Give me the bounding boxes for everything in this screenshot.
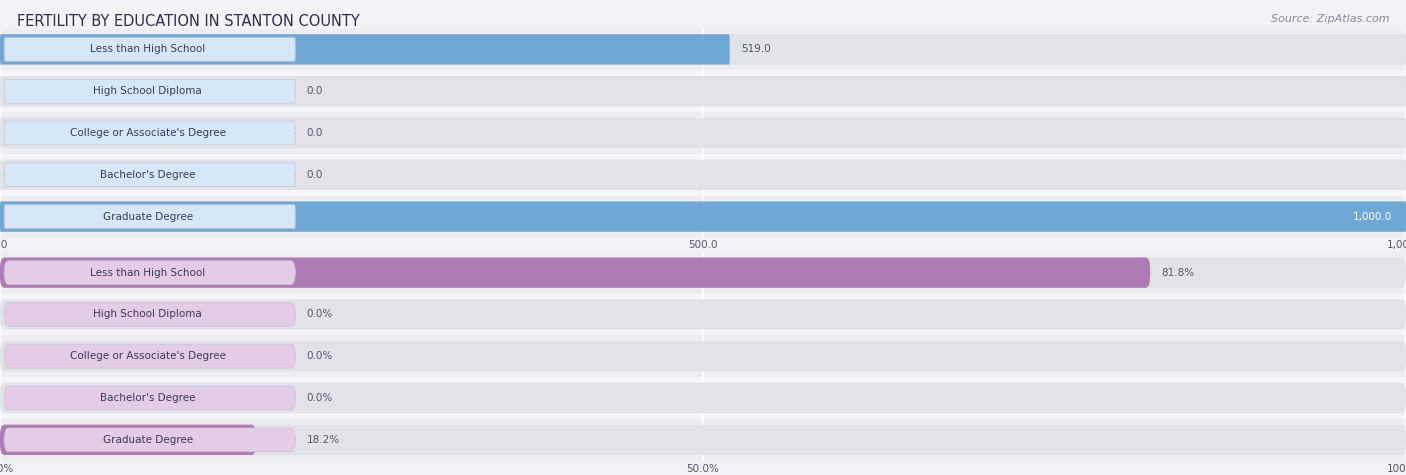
FancyBboxPatch shape	[4, 428, 295, 452]
FancyBboxPatch shape	[0, 34, 1406, 65]
FancyBboxPatch shape	[4, 38, 295, 61]
Text: 18.2%: 18.2%	[307, 435, 340, 445]
Text: 0.0%: 0.0%	[307, 351, 333, 361]
FancyBboxPatch shape	[4, 79, 295, 103]
FancyBboxPatch shape	[0, 118, 1406, 148]
Bar	[0, 28, 1406, 70]
Text: 1,000.0: 1,000.0	[1353, 211, 1392, 222]
FancyBboxPatch shape	[4, 163, 295, 187]
Text: 0.0: 0.0	[307, 170, 323, 180]
Bar	[0, 294, 1406, 335]
Bar	[0, 377, 1406, 419]
Bar	[0, 154, 1406, 196]
Text: FERTILITY BY EDUCATION IN STANTON COUNTY: FERTILITY BY EDUCATION IN STANTON COUNTY	[17, 14, 360, 29]
FancyBboxPatch shape	[4, 261, 295, 285]
Text: College or Associate's Degree: College or Associate's Degree	[70, 351, 225, 361]
FancyBboxPatch shape	[0, 201, 1406, 232]
Bar	[0, 112, 1406, 154]
Text: Source: ZipAtlas.com: Source: ZipAtlas.com	[1271, 14, 1389, 24]
FancyBboxPatch shape	[0, 76, 1406, 106]
Text: High School Diploma: High School Diploma	[93, 309, 202, 320]
Bar	[0, 70, 1406, 112]
Text: 0.0: 0.0	[307, 86, 323, 96]
Text: Bachelor's Degree: Bachelor's Degree	[100, 393, 195, 403]
FancyBboxPatch shape	[0, 201, 1406, 232]
Text: 81.8%: 81.8%	[1161, 267, 1195, 278]
Text: 0.0%: 0.0%	[307, 393, 333, 403]
FancyBboxPatch shape	[4, 121, 295, 145]
Text: High School Diploma: High School Diploma	[93, 86, 202, 96]
Text: Graduate Degree: Graduate Degree	[103, 435, 193, 445]
FancyBboxPatch shape	[4, 303, 295, 326]
Text: 0.0: 0.0	[307, 128, 323, 138]
FancyBboxPatch shape	[0, 383, 1406, 413]
Bar	[0, 252, 1406, 294]
Text: College or Associate's Degree: College or Associate's Degree	[70, 128, 225, 138]
FancyBboxPatch shape	[0, 257, 1150, 288]
Bar	[0, 335, 1406, 377]
FancyBboxPatch shape	[0, 341, 1406, 371]
FancyBboxPatch shape	[4, 386, 295, 410]
FancyBboxPatch shape	[0, 34, 730, 65]
Text: Less than High School: Less than High School	[90, 267, 205, 278]
Text: Less than High School: Less than High School	[90, 44, 205, 55]
Bar	[0, 196, 1406, 238]
Text: Bachelor's Degree: Bachelor's Degree	[100, 170, 195, 180]
FancyBboxPatch shape	[0, 425, 1406, 455]
FancyBboxPatch shape	[0, 257, 1406, 288]
FancyBboxPatch shape	[4, 344, 295, 368]
FancyBboxPatch shape	[4, 205, 295, 228]
Text: Graduate Degree: Graduate Degree	[103, 211, 193, 222]
FancyBboxPatch shape	[0, 160, 1406, 190]
Text: 519.0: 519.0	[741, 44, 770, 55]
FancyBboxPatch shape	[0, 299, 1406, 330]
Bar	[0, 419, 1406, 461]
FancyBboxPatch shape	[0, 425, 256, 455]
Text: 0.0%: 0.0%	[307, 309, 333, 320]
